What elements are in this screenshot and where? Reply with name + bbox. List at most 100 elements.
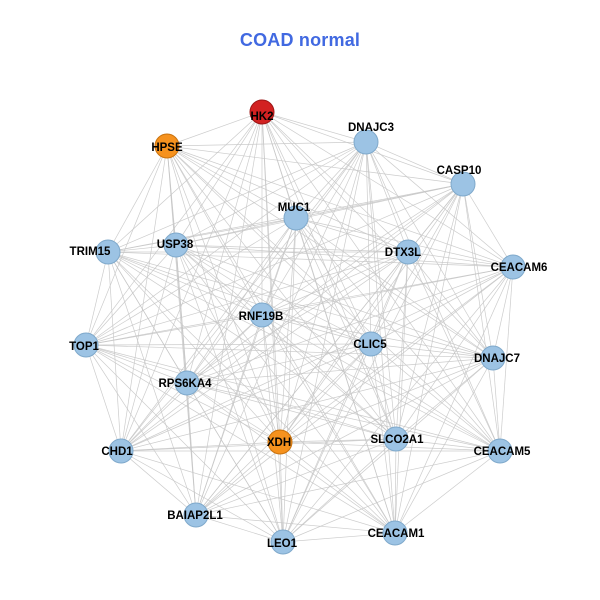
- edge: [85, 141, 367, 346]
- edge: [175, 244, 501, 452]
- edge: [370, 266, 514, 345]
- edge: [175, 217, 297, 246]
- edge: [175, 244, 372, 345]
- node-label-rps6ka4: RPS6KA4: [158, 378, 212, 390]
- node-dnajc3: [353, 129, 379, 155]
- node-ceacam6: [500, 254, 526, 280]
- edge: [282, 343, 372, 543]
- edge: [195, 438, 397, 516]
- edge: [394, 357, 494, 534]
- edge: [120, 244, 177, 452]
- edge: [175, 244, 284, 543]
- node-hk2: [249, 99, 275, 125]
- edge: [107, 251, 122, 452]
- edge: [295, 217, 396, 534]
- edge: [120, 357, 494, 452]
- edge: [85, 314, 263, 346]
- edge: [261, 314, 281, 443]
- edge: [395, 438, 501, 452]
- edge: [282, 251, 409, 543]
- edge: [282, 438, 397, 543]
- edge: [166, 145, 464, 185]
- edge: [365, 141, 464, 185]
- edge: [175, 244, 514, 268]
- edge: [186, 357, 494, 384]
- edge: [365, 141, 397, 440]
- edge: [279, 251, 409, 443]
- edge: [261, 141, 367, 316]
- edge: [365, 141, 409, 253]
- edge: [492, 266, 514, 359]
- edge: [175, 244, 396, 534]
- edge: [166, 111, 263, 147]
- edge: [166, 145, 372, 345]
- node-label-baiap2l1: BAIAP2L1: [167, 510, 223, 522]
- edge: [195, 314, 263, 516]
- edge: [195, 514, 284, 543]
- edge: [107, 251, 197, 516]
- edge: [282, 217, 297, 543]
- edge: [407, 251, 494, 359]
- edge: [120, 450, 396, 534]
- edge: [186, 382, 501, 452]
- edge: [85, 344, 494, 359]
- node-chd1: [108, 438, 134, 464]
- edge: [85, 217, 297, 346]
- edge: [120, 343, 372, 452]
- node-hpse: [154, 133, 180, 159]
- node-label-top1: TOP1: [69, 341, 99, 353]
- node-label-ceacam1: CEACAM1: [368, 528, 425, 540]
- edge: [186, 141, 367, 384]
- edge: [261, 111, 514, 268]
- edge: [394, 251, 409, 534]
- node-rps6ka4: [174, 370, 200, 396]
- edge: [120, 438, 397, 452]
- edge: [279, 141, 367, 443]
- edge: [295, 217, 372, 345]
- node-clic5: [358, 331, 384, 357]
- chart-title: COAD normal: [239, 30, 361, 50]
- edge: [370, 343, 501, 452]
- node-trim15: [95, 239, 121, 265]
- edge: [186, 251, 409, 384]
- node-label-clic5: CLIC5: [353, 339, 387, 351]
- node-label-hpse: HPSE: [151, 142, 183, 154]
- edge: [107, 251, 396, 534]
- node-label-slco2a1: SLCO2A1: [370, 434, 424, 446]
- edge: [407, 251, 501, 452]
- edge: [295, 217, 494, 359]
- edge: [279, 441, 284, 543]
- edge: [85, 344, 397, 440]
- edge: [462, 183, 494, 359]
- edge: [107, 145, 168, 253]
- edge: [107, 251, 372, 345]
- labels-layer: HK2 DNAJC3 CASP10 HPSE MUC1 USP38 TRIM15 DTX3L C…: [69, 111, 547, 550]
- edge: [85, 266, 514, 346]
- edge: [395, 357, 494, 440]
- edge: [282, 450, 501, 543]
- edge: [175, 244, 409, 253]
- node-dtx3l: [395, 239, 421, 265]
- edge: [186, 217, 297, 384]
- edge: [85, 251, 409, 346]
- edge: [186, 314, 263, 384]
- edge: [261, 111, 367, 143]
- node-slco2a1: [383, 426, 409, 452]
- edge: [186, 343, 372, 384]
- edge: [261, 111, 501, 452]
- edge: [120, 266, 514, 452]
- node-xdh: [267, 429, 293, 455]
- node-muc1: [283, 205, 309, 231]
- node-label-xdh: XDH: [267, 437, 291, 449]
- edge: [279, 343, 372, 443]
- edge: [107, 251, 281, 443]
- edges-layer: [85, 111, 514, 543]
- edge: [166, 141, 367, 147]
- edge: [85, 344, 396, 534]
- edge: [166, 145, 284, 543]
- edge: [370, 343, 396, 534]
- edge: [261, 111, 397, 440]
- edge: [195, 343, 372, 516]
- edge: [370, 343, 397, 440]
